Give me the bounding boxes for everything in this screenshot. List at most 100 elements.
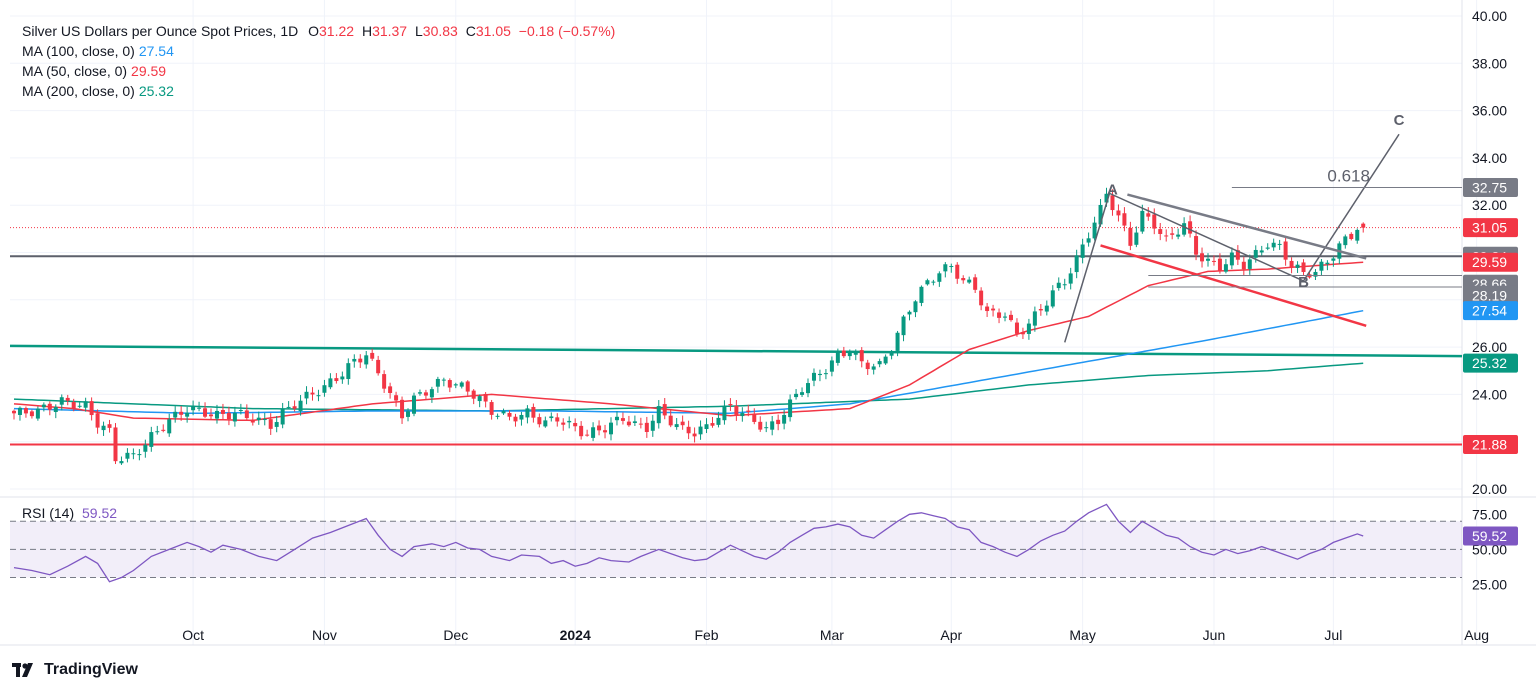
candle <box>1265 243 1270 251</box>
ma200-label: MA (200, close, 0) <box>22 83 135 99</box>
candle <box>149 426 154 452</box>
candle-body <box>1092 222 1097 239</box>
candle <box>1074 249 1079 279</box>
candle <box>829 356 834 377</box>
candle <box>800 387 805 397</box>
candle <box>889 349 894 360</box>
candle-body <box>1062 284 1067 286</box>
candle <box>519 411 524 426</box>
time-tick-label: Feb <box>694 627 718 643</box>
price-tick-label: 24.00 <box>1472 386 1507 402</box>
candle-body <box>394 395 399 401</box>
candle-body <box>1217 258 1222 271</box>
price-tick-label: 36.00 <box>1472 103 1507 119</box>
candle-body <box>943 264 948 272</box>
candle <box>907 310 912 321</box>
candle-body <box>292 406 297 409</box>
candle-body <box>800 392 805 395</box>
candle <box>226 406 231 426</box>
ma200-legend[interactable]: MA (200, close, 0) 25.32 <box>22 81 174 101</box>
price-label-bg <box>1463 177 1518 197</box>
candle <box>1259 245 1264 256</box>
candle <box>668 409 673 428</box>
candle-body <box>453 384 458 386</box>
price-tick-label: 32.00 <box>1472 197 1507 213</box>
candle <box>716 411 721 428</box>
candle-body <box>674 424 679 428</box>
candle-body <box>47 403 52 410</box>
candle-body <box>77 405 82 407</box>
candle-body <box>1200 253 1205 262</box>
price-tick-label: 38.00 <box>1472 55 1507 71</box>
candle <box>626 415 631 427</box>
candle-body <box>459 382 464 387</box>
wave-label: B <box>1298 274 1309 291</box>
rsi-label-bg <box>1463 526 1518 546</box>
rsi-tick-label: 25.00 <box>1472 577 1507 593</box>
candle <box>614 411 619 426</box>
candle-body <box>406 411 411 417</box>
symbol-legend[interactable]: Silver US Dollars per Ounce Spot Prices,… <box>22 21 615 41</box>
candle-body <box>423 392 428 396</box>
candle <box>59 394 64 411</box>
tradingview-logo[interactable]: TradingView <box>12 661 138 679</box>
candle <box>1331 256 1336 267</box>
candle <box>573 418 578 432</box>
candle-body <box>662 404 667 416</box>
candle <box>1313 269 1318 280</box>
ma50-line <box>13 261 1364 422</box>
candle-body <box>1361 223 1366 228</box>
candle <box>686 420 691 440</box>
ma100-line <box>13 309 1364 415</box>
candle <box>680 415 685 430</box>
candle-body <box>716 417 721 425</box>
ohlc-low: L30.83 <box>415 23 458 39</box>
ma100-label: MA (100, close, 0) <box>22 43 135 59</box>
candle-body <box>298 400 303 411</box>
candle-body <box>698 426 703 435</box>
candle <box>83 397 88 412</box>
candle <box>537 413 542 428</box>
candle-body <box>65 397 70 401</box>
candle <box>53 404 58 419</box>
candle-body <box>220 410 225 414</box>
candle-body <box>346 363 351 379</box>
candle-body <box>1146 213 1151 217</box>
candle <box>734 399 739 421</box>
candle-body <box>585 434 590 436</box>
candle-body <box>310 392 315 395</box>
candle-body <box>388 386 393 393</box>
candle-body <box>304 391 309 399</box>
candle-body <box>238 410 243 412</box>
tradingview-icon <box>12 663 33 677</box>
price-label-text: 27.54 <box>1472 303 1507 319</box>
candle-body <box>626 421 631 426</box>
support-trendline <box>9 344 1463 358</box>
ma100-legend[interactable]: MA (100, close, 0) 27.54 <box>22 41 174 61</box>
candle <box>483 392 488 408</box>
candle-body <box>931 281 936 283</box>
candle-body <box>35 408 40 419</box>
candle-body <box>173 411 178 418</box>
candle-body <box>232 412 237 422</box>
time-tick-label: May <box>1069 627 1095 643</box>
candle-body <box>1355 229 1360 241</box>
ma50-legend[interactable]: MA (50, close, 0) 29.59 <box>22 61 166 81</box>
candle-body <box>113 427 118 462</box>
candle <box>388 382 393 399</box>
candle-body <box>865 362 870 370</box>
candle-body <box>244 410 249 419</box>
candle-body <box>53 406 58 412</box>
candle-body <box>376 359 381 374</box>
candle <box>997 308 1002 324</box>
candle-body <box>125 452 130 459</box>
price-label-text: 28.19 <box>1472 287 1507 303</box>
candle-body <box>1176 234 1181 237</box>
candle <box>841 346 846 358</box>
candle-body <box>1074 255 1079 273</box>
candle <box>794 389 799 400</box>
candle-body <box>919 286 924 303</box>
price-label: 27.54 <box>1463 301 1518 321</box>
rsi-legend[interactable]: RSI (14) 59.52 <box>22 505 117 521</box>
